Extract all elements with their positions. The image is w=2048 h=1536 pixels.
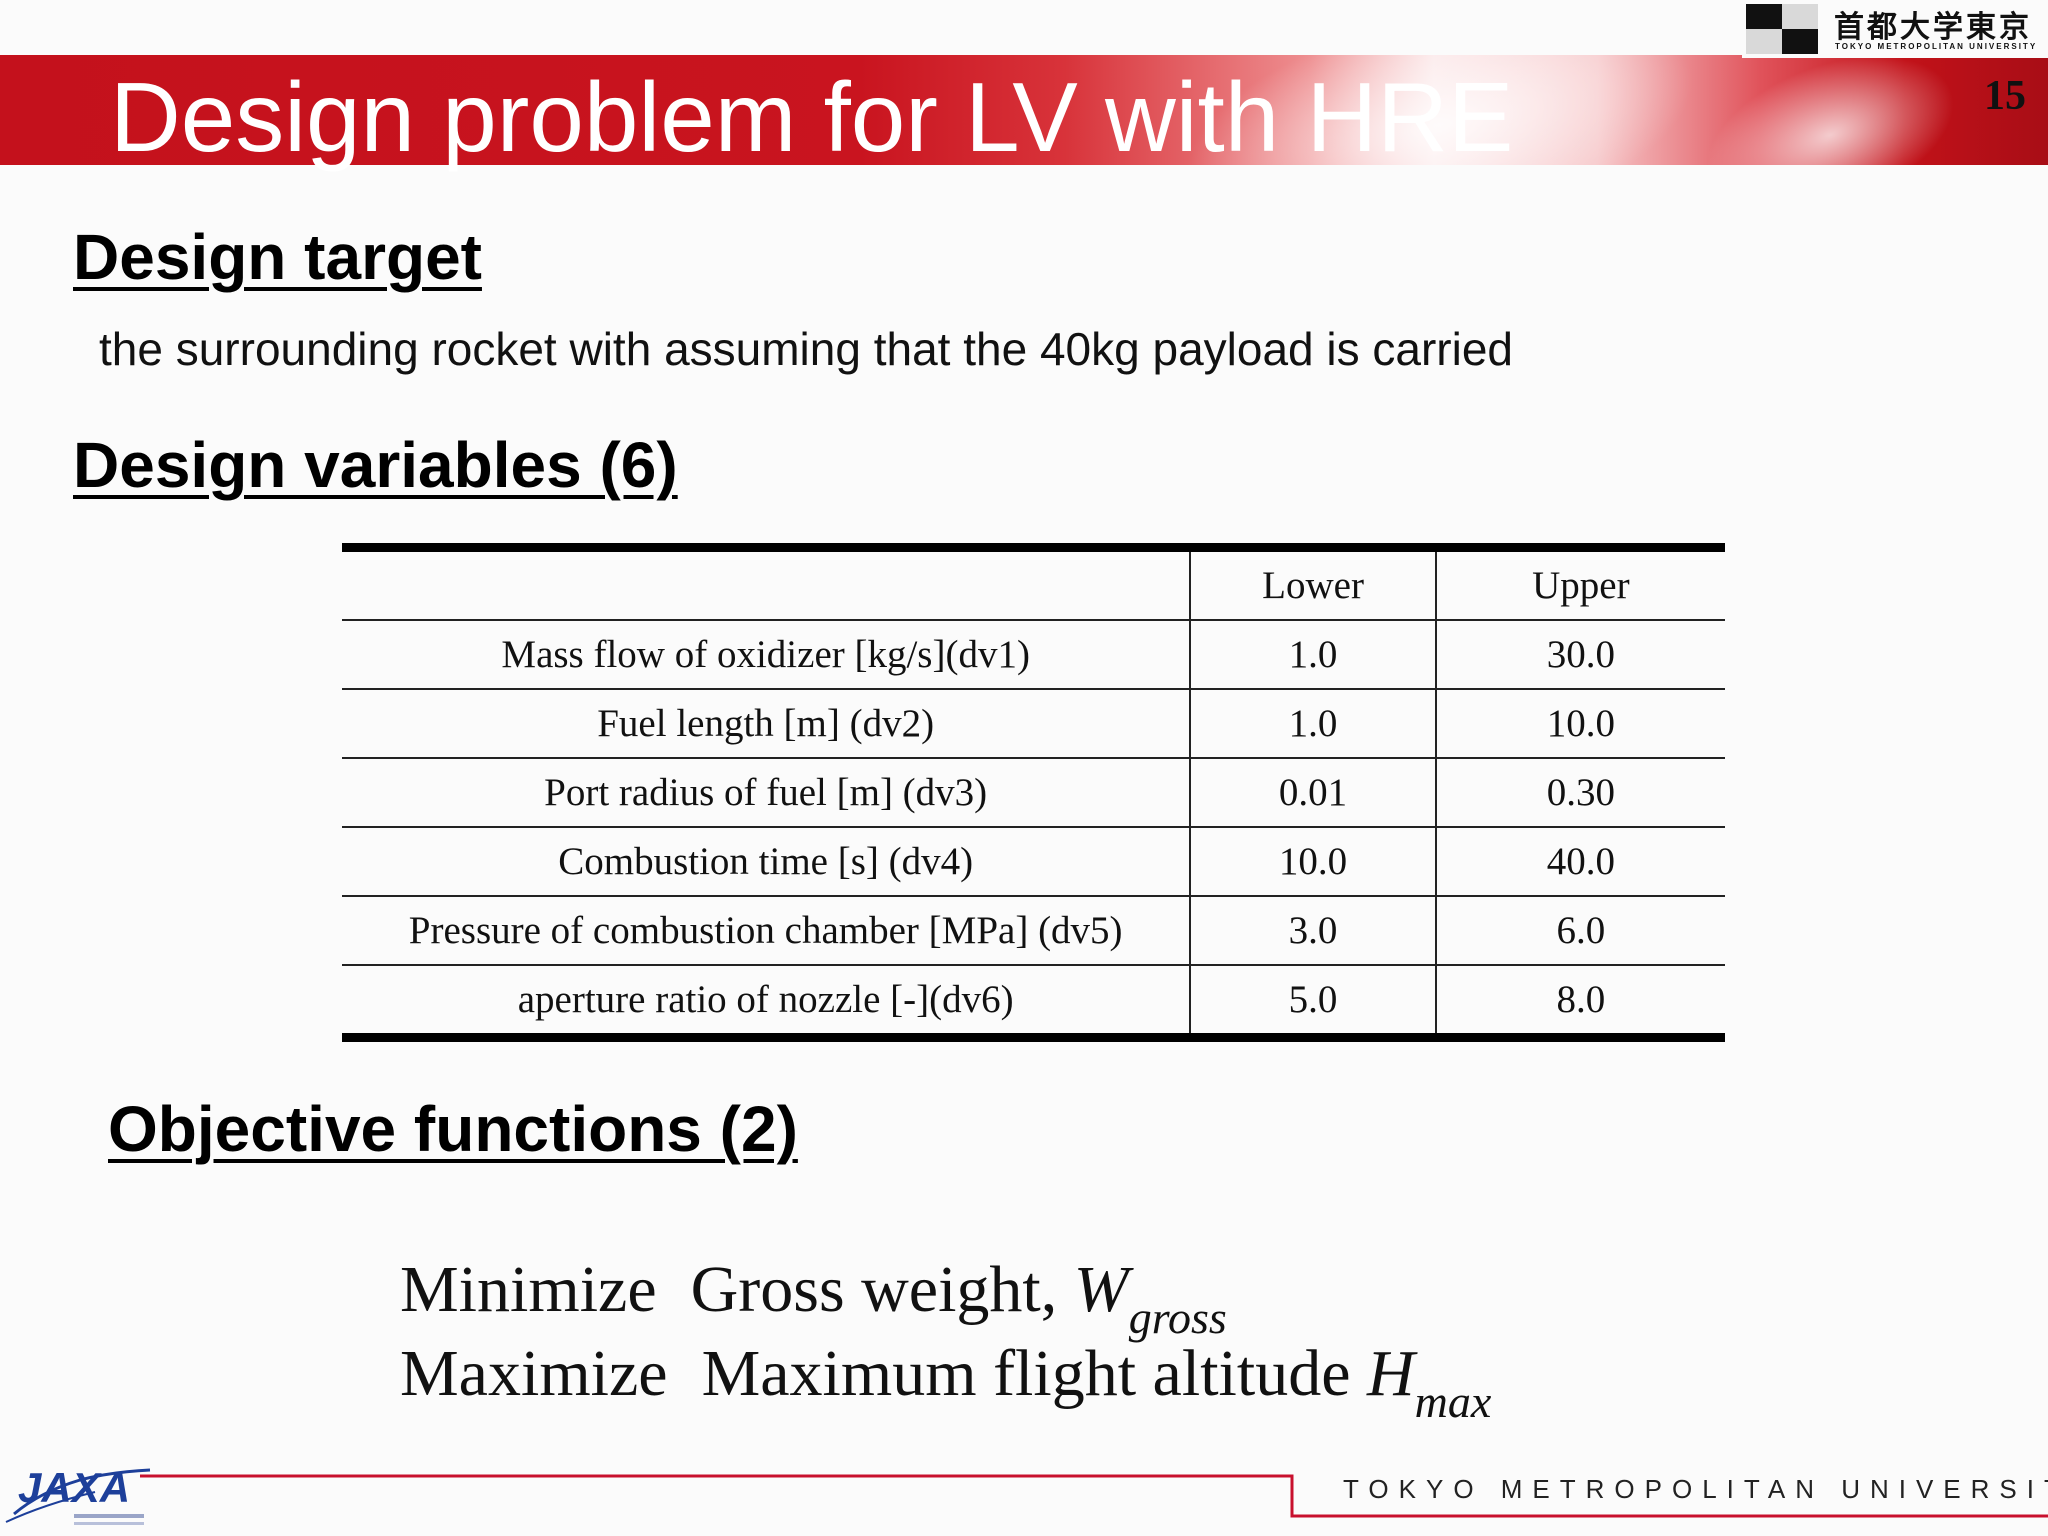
lower-bound: 1.0 — [1190, 619, 1437, 689]
objective-text: Maximum flight altitude — [701, 1337, 1351, 1410]
variable-name: Combustion time [s] (dv4) — [342, 826, 1192, 896]
variable-name: aperture ratio of nozzle [-](dv6) — [342, 964, 1192, 1038]
table-header-row: Lower Upper — [342, 547, 1725, 620]
upper-bound: 30.0 — [1435, 619, 1725, 689]
upper-bound: 6.0 — [1435, 895, 1725, 965]
objective-symbol: H — [1367, 1337, 1415, 1410]
lower-bound: 0.01 — [1190, 757, 1437, 827]
objective-subscript: gross — [1128, 1292, 1227, 1343]
design-variables-table: Lower Upper Mass flow of oxidizer [kg/s]… — [342, 543, 1725, 1042]
table-row: Fuel length [m] (dv2) 1.0 10.0 — [342, 688, 1725, 758]
upper-bound: 8.0 — [1435, 964, 1725, 1038]
logo-english-name: TOKYO METROPOLITAN UNIVERSITY — [1835, 42, 2038, 51]
variable-name: Pressure of combustion chamber [MPa] (dv… — [342, 895, 1192, 965]
objective-subscript: max — [1414, 1376, 1492, 1427]
university-logo: 首都大学東京 TOKYO METROPOLITAN UNIVERSITY — [1742, 0, 2048, 58]
table-row: Port radius of fuel [m] (dv3) 0.01 0.30 — [342, 757, 1725, 827]
upper-bound: 10.0 — [1435, 688, 1725, 758]
design-target-text: the surrounding rocket with assuming tha… — [99, 323, 1514, 375]
upper-bound: 40.0 — [1435, 826, 1725, 896]
footer-university: TOKYO METROPOLITAN UNIVERSITY — [1343, 1474, 2048, 1504]
table-row: Mass flow of oxidizer [kg/s](dv1) 1.0 30… — [342, 619, 1725, 689]
lower-bound: 3.0 — [1190, 895, 1437, 965]
table-row: aperture ratio of nozzle [-](dv6) 5.0 8.… — [342, 964, 1725, 1038]
lower-bound: 5.0 — [1190, 964, 1437, 1038]
objective-symbol: W — [1073, 1253, 1129, 1326]
design-variables-heading: Design variables (6) — [73, 429, 678, 501]
objective-verb: Minimize — [400, 1253, 657, 1326]
lower-bound: 10.0 — [1190, 826, 1437, 896]
variable-name: Port radius of fuel [m] (dv3) — [342, 757, 1192, 827]
tmu-mark-icon — [1746, 4, 1818, 54]
design-target-heading: Design target — [73, 221, 482, 293]
table-header-cell — [342, 547, 1192, 620]
objective-functions: Minimize Gross weight, Wgross Maximize Max… — [400, 1248, 1491, 1425]
table-header-lower: Lower — [1190, 547, 1437, 620]
variable-name: Mass flow of oxidizer [kg/s](dv1) — [342, 619, 1192, 689]
upper-bound: 0.30 — [1435, 757, 1725, 827]
jaxa-logo: JAXA — [5, 1464, 151, 1525]
footer-rule — [140, 1474, 2048, 1518]
variable-name: Fuel length [m] (dv2) — [342, 688, 1192, 758]
slide-title: Design problem for LV with HRE — [110, 62, 1514, 172]
objective-text: Gross weight, — [690, 1253, 1058, 1326]
table-header-upper: Upper — [1532, 564, 1630, 607]
objective-functions-heading: Objective functions (2) — [108, 1093, 798, 1165]
page-number: 15 — [1984, 73, 2026, 119]
lower-bound: 1.0 — [1190, 688, 1437, 758]
table-row: Pressure of combustion chamber [MPa] (dv… — [342, 895, 1725, 965]
jaxa-wordmark: JAXA — [18, 1464, 130, 1511]
title-banner — [0, 55, 2048, 165]
objective-maximize: Maximize Maximum flight altitude Hmax — [400, 1332, 1491, 1425]
objective-minimize: Minimize Gross weight, Wgross — [400, 1248, 1491, 1341]
objective-verb: Maximize — [400, 1337, 668, 1410]
table-row: Combustion time [s] (dv4) 10.0 40.0 — [342, 826, 1725, 896]
logo-japanese-name: 首都大学東京 — [1834, 10, 2032, 45]
